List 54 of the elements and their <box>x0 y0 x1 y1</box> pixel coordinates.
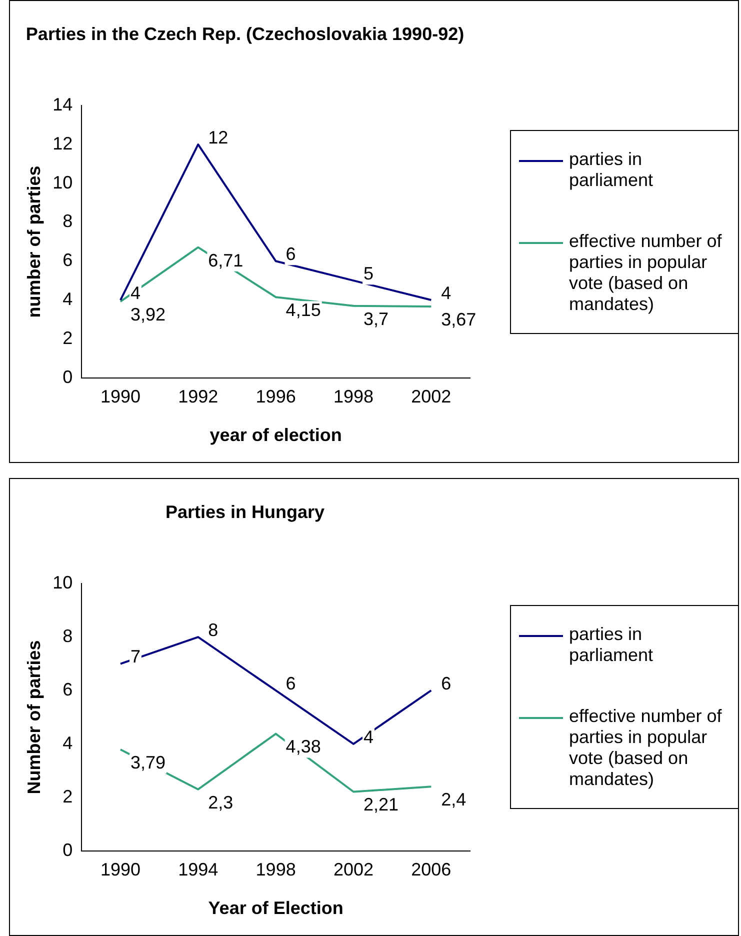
y-axis-title: number of parties <box>24 166 44 318</box>
data-label: 3,92 <box>130 304 166 325</box>
y-tick-label: 4 <box>62 288 73 309</box>
data-label: 8 <box>208 620 218 640</box>
x-tick-label: 1998 <box>333 386 374 407</box>
x-axis-title: Year of Election <box>208 898 344 918</box>
data-label: 3,67 <box>441 309 476 330</box>
x-axis-title: year of election <box>210 425 342 446</box>
legend-label: parties in parliament <box>569 624 654 666</box>
y-tick-label: 0 <box>62 366 73 387</box>
data-label: 6 <box>441 673 452 694</box>
x-tick-label: 1990 <box>100 860 140 880</box>
y-tick-label: 2 <box>62 786 73 806</box>
data-label: 3,7 <box>363 308 389 329</box>
data-label: 2,3 <box>208 792 234 812</box>
y-tick-label: 4 <box>62 732 73 753</box>
data-label: 5 <box>363 264 374 284</box>
x-tick-label: 1998 <box>256 860 296 880</box>
data-label: 6 <box>286 673 296 694</box>
x-tick-label: 2006 <box>411 860 452 880</box>
x-tick-label: 1994 <box>178 860 218 880</box>
chart-title: Parties in the Czech Rep. (Czechoslovakia 1990-92) <box>26 24 464 44</box>
y-tick-label: 6 <box>62 250 73 270</box>
legend-label: parties in parliament <box>569 148 654 190</box>
data-label: 7 <box>130 646 140 667</box>
y-tick-label: 10 <box>52 172 73 192</box>
data-label: 4 <box>130 282 140 303</box>
y-tick-label: 0 <box>62 840 73 860</box>
data-label: 2,4 <box>441 790 466 810</box>
x-tick-label: 2002 <box>411 386 452 407</box>
x-tick-label: 1996 <box>256 386 296 407</box>
legend-label: effective number of parties in popular vote (based on mandates) <box>569 706 723 790</box>
data-label: 3,79 <box>130 752 166 772</box>
legend-label: effective number of parties in popular vote (based on mandates) <box>569 230 723 314</box>
y-axis-title: Number of parties <box>24 640 44 794</box>
y-tick-label: 6 <box>62 679 73 700</box>
data-label: 4,15 <box>286 300 321 320</box>
data-label: 12 <box>208 127 228 148</box>
data-label: 6 <box>286 244 296 264</box>
y-tick-label: 10 <box>52 572 73 593</box>
data-label: 4 <box>441 282 452 303</box>
data-label: 2,21 <box>363 794 399 815</box>
x-tick-label: 1990 <box>100 386 140 407</box>
data-label: 4,38 <box>286 736 321 757</box>
y-tick-label: 12 <box>52 133 73 154</box>
chart-title: Parties in Hungary <box>165 502 325 522</box>
x-tick-label: 1992 <box>178 386 218 407</box>
y-tick-label: 2 <box>62 328 73 348</box>
y-tick-label: 8 <box>62 211 73 232</box>
y-tick-label: 8 <box>62 626 73 646</box>
x-tick-label: 2002 <box>333 860 374 880</box>
y-tick-label: 14 <box>52 94 73 115</box>
data-label: 6,71 <box>208 250 244 270</box>
data-label: 4 <box>363 726 374 747</box>
